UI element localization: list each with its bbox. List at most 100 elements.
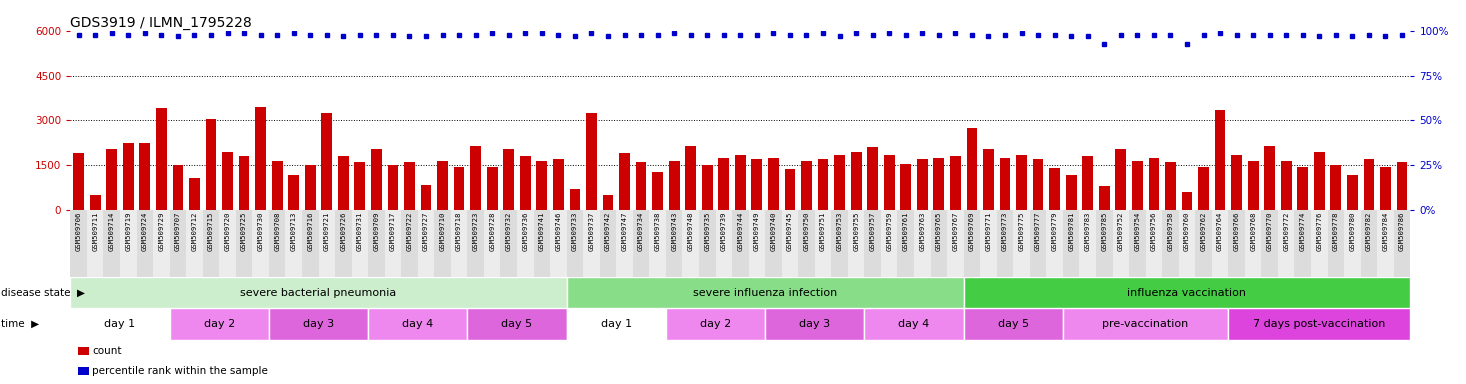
Bar (865, 210, 881, 277)
Bar (136, 210, 152, 277)
Bar (567, 210, 583, 277)
Text: GSM509731: GSM509731 (356, 212, 364, 251)
Text: GSM509732: GSM509732 (506, 212, 512, 251)
Text: GSM509770: GSM509770 (1267, 212, 1272, 251)
Bar (202, 210, 220, 277)
Bar (1032, 159, 1044, 210)
Bar (239, 156, 249, 210)
Text: GSM509771: GSM509771 (985, 212, 991, 251)
Bar (70, 210, 86, 277)
Bar (468, 308, 567, 340)
Text: day 5: day 5 (998, 319, 1029, 329)
Bar (520, 156, 531, 210)
Bar (600, 210, 616, 277)
Bar (70, 277, 567, 308)
Bar (252, 210, 268, 277)
Bar (368, 308, 468, 340)
Bar (271, 161, 283, 210)
Bar (1116, 149, 1126, 210)
Bar (437, 161, 449, 210)
Text: GSM509735: GSM509735 (704, 212, 710, 251)
Bar (1195, 210, 1212, 277)
Text: GSM509765: GSM509765 (935, 212, 941, 251)
Bar (1363, 159, 1374, 210)
Bar (302, 210, 318, 277)
Bar (1132, 161, 1142, 210)
Text: GSM509722: GSM509722 (406, 212, 412, 251)
Bar (1281, 161, 1292, 210)
Bar (1397, 162, 1407, 210)
Text: GSM509725: GSM509725 (240, 212, 248, 251)
Bar (1129, 210, 1145, 277)
Text: 7 days post-vaccination: 7 days post-vaccination (1253, 319, 1385, 329)
Bar (666, 308, 765, 340)
Text: day 4: day 4 (402, 319, 434, 329)
Text: GSM509774: GSM509774 (1300, 212, 1306, 251)
Bar (1344, 210, 1360, 277)
Text: day 2: day 2 (699, 319, 732, 329)
Bar (139, 143, 150, 210)
Bar (170, 210, 186, 277)
Text: GSM509717: GSM509717 (390, 212, 396, 251)
Bar (765, 210, 781, 277)
Bar (454, 167, 465, 210)
Text: GSM509764: GSM509764 (1217, 212, 1223, 251)
Bar (236, 210, 252, 277)
Bar (487, 167, 497, 210)
Bar (934, 157, 944, 210)
Bar (666, 210, 683, 277)
Text: GSM509747: GSM509747 (622, 212, 627, 251)
Text: percentile rank within the sample: percentile rank within the sample (92, 366, 268, 376)
Text: day 3: day 3 (799, 319, 830, 329)
Bar (352, 210, 368, 277)
Text: GSM509768: GSM509768 (1250, 212, 1256, 251)
Text: GSM509719: GSM509719 (125, 212, 132, 251)
Bar (368, 210, 384, 277)
Bar (1100, 187, 1110, 210)
Bar (868, 147, 878, 210)
Text: GSM509712: GSM509712 (192, 212, 198, 251)
Bar (305, 165, 315, 210)
Text: GSM509785: GSM509785 (1101, 212, 1107, 251)
Bar (468, 210, 484, 277)
Bar (847, 210, 865, 277)
Text: GSM509754: GSM509754 (1135, 212, 1141, 251)
Text: GSM509708: GSM509708 (274, 212, 280, 251)
Text: GSM509775: GSM509775 (1019, 212, 1025, 251)
Text: GSM509749: GSM509749 (754, 212, 759, 251)
Text: GSM509760: GSM509760 (1185, 212, 1190, 251)
Bar (636, 162, 647, 210)
Text: count: count (92, 346, 122, 356)
Bar (798, 210, 815, 277)
Bar (884, 155, 894, 210)
Text: GSM509748: GSM509748 (688, 212, 693, 251)
Bar (268, 308, 368, 340)
Bar (1016, 155, 1026, 210)
Bar (784, 169, 796, 210)
Bar (503, 149, 515, 210)
Text: GSM509763: GSM509763 (919, 212, 925, 251)
Bar (452, 210, 468, 277)
Bar (732, 210, 749, 277)
Bar (931, 210, 947, 277)
Bar (289, 175, 299, 210)
Bar (831, 210, 847, 277)
Text: GSM509730: GSM509730 (258, 212, 264, 251)
Bar (1063, 308, 1229, 340)
Bar (900, 164, 912, 210)
Text: GSM509786: GSM509786 (1399, 212, 1404, 251)
Bar (963, 210, 981, 277)
Bar (1013, 210, 1029, 277)
Bar (268, 210, 286, 277)
Bar (1360, 210, 1377, 277)
Text: GSM509745: GSM509745 (787, 212, 793, 251)
Bar (1082, 156, 1094, 210)
Text: GSM509752: GSM509752 (1117, 212, 1124, 251)
Bar (553, 159, 564, 210)
Text: GSM509744: GSM509744 (737, 212, 743, 251)
Bar (963, 277, 1410, 308)
Text: GDS3919 / ILMN_1795228: GDS3919 / ILMN_1795228 (70, 16, 252, 30)
Bar (73, 153, 84, 210)
Bar (1050, 168, 1060, 210)
Bar (1297, 167, 1308, 210)
